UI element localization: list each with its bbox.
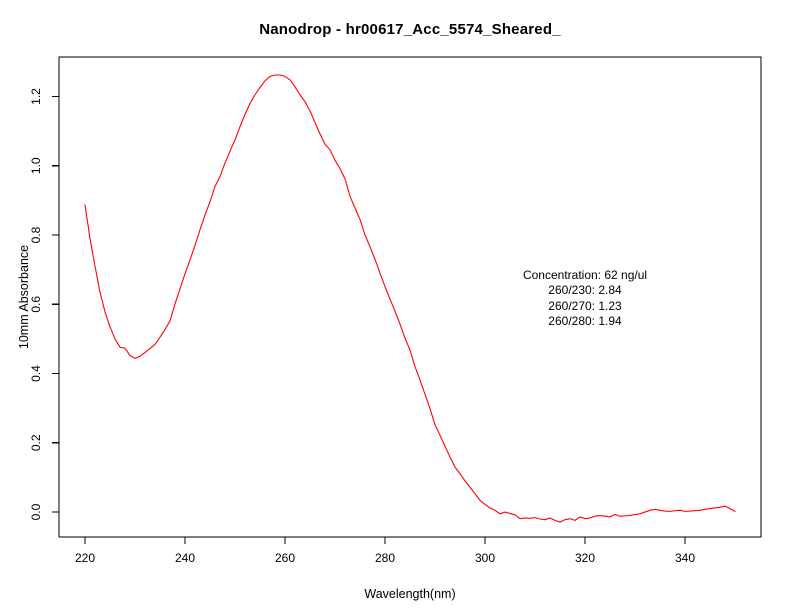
x-tick-label: 260 [275,551,295,565]
x-tick-label: 300 [475,551,495,565]
x-tick-label: 320 [575,551,595,565]
y-axis-title: 10mm Absorbance [17,244,31,350]
concentration-text: Concentration: 62 ng/ul [522,268,648,282]
y-tick-label: 0.6 [29,296,43,313]
spectrum-line [84,74,736,523]
y-tick-label: 1.2 [29,88,43,105]
y-tick-label: 0.8 [29,226,43,243]
y-tick-label: 1.0 [29,157,43,174]
ratio-260-270-text: 260/270: 1.23 [548,298,622,313]
x-axis-title: Wavelength(nm) [364,587,456,601]
ratio-260-230-text: 260/230: 2.84 [548,283,622,298]
ratio-260-280-text: 260/280: 1.94 [548,314,622,329]
sample-stats-annotation: Concentration: 62 ng/ul 260/230: 2.84 26… [485,268,685,330]
chart-title: Nanodrop - hr00617_Acc_5574_Sheared_ [259,21,561,38]
x-tick-label: 220 [75,551,95,565]
plot-box [58,56,762,538]
x-tick-label: 280 [375,551,395,565]
y-tick-label: 0.0 [29,503,43,520]
y-tick-label: 0.4 [29,365,43,382]
y-tick-label: 0.2 [29,434,43,451]
x-tick-label: 340 [675,551,695,565]
x-tick-label: 240 [175,551,195,565]
